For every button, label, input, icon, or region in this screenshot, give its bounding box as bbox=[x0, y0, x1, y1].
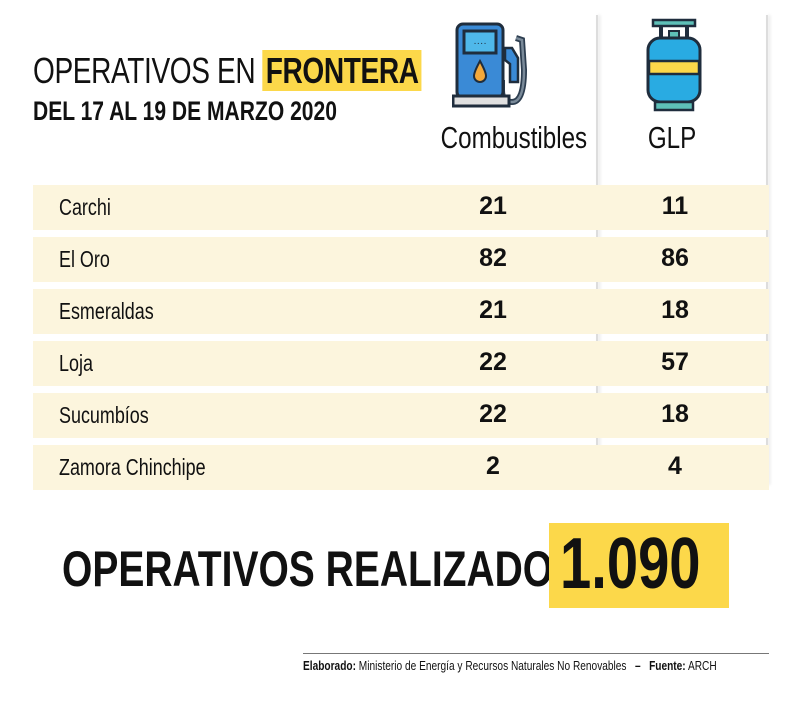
title-highlight: FRONTERA bbox=[262, 50, 422, 91]
row-label: Esmeraldas bbox=[59, 298, 154, 324]
value-combustibles: 2 bbox=[486, 452, 500, 480]
column-header-combustibles: Combustibles bbox=[440, 120, 588, 155]
subtitle-text: DEL 17 AL 19 DE MARZO 2020 bbox=[33, 96, 337, 126]
fuel-pump-icon: ···· bbox=[452, 22, 528, 108]
footer-divider bbox=[303, 653, 769, 654]
value-combustibles: 82 bbox=[479, 244, 507, 272]
total-highlight-box bbox=[549, 523, 729, 608]
gas-cylinder-icon bbox=[646, 18, 702, 112]
total-label: OPERATIVOS REALIZADOS bbox=[62, 541, 580, 597]
table-row: Sucumbíos 22 18 bbox=[33, 393, 769, 438]
value-combustibles: 21 bbox=[479, 296, 507, 324]
row-label: El Oro bbox=[59, 246, 110, 272]
value-glp: 18 bbox=[661, 296, 689, 324]
footer-credits: Elaborado: Ministerio de Energía y Recur… bbox=[303, 658, 717, 673]
value-glp: 4 bbox=[668, 452, 682, 480]
value-glp: 57 bbox=[661, 348, 689, 376]
page-title: OPERATIVOS EN FRONTERA bbox=[33, 50, 531, 92]
table-row: Carchi 21 11 bbox=[33, 185, 769, 230]
subtitle: DEL 17 AL 19 DE MARZO 2020 bbox=[33, 96, 423, 127]
total-value: 1.090 bbox=[560, 524, 701, 604]
value-glp: 11 bbox=[661, 192, 689, 220]
value-glp: 18 bbox=[661, 400, 689, 428]
column-header-glp: GLP bbox=[647, 120, 697, 155]
table-row: Esmeraldas 21 18 bbox=[33, 289, 769, 334]
table-row: El Oro 82 86 bbox=[33, 237, 769, 282]
table-row: Zamora Chinchipe 2 4 bbox=[33, 445, 769, 490]
table-row: Loja 22 57 bbox=[33, 341, 769, 386]
value-glp: 86 bbox=[661, 244, 689, 272]
row-label: Carchi bbox=[59, 194, 111, 220]
row-label: Zamora Chinchipe bbox=[59, 454, 206, 480]
value-combustibles: 22 bbox=[479, 348, 507, 376]
row-label: Sucumbíos bbox=[59, 402, 149, 428]
row-label: Loja bbox=[59, 350, 93, 376]
svg-text:····: ···· bbox=[473, 38, 486, 49]
value-combustibles: 22 bbox=[479, 400, 507, 428]
title-prefix: OPERATIVOS EN bbox=[33, 50, 256, 91]
value-combustibles: 21 bbox=[479, 192, 507, 220]
